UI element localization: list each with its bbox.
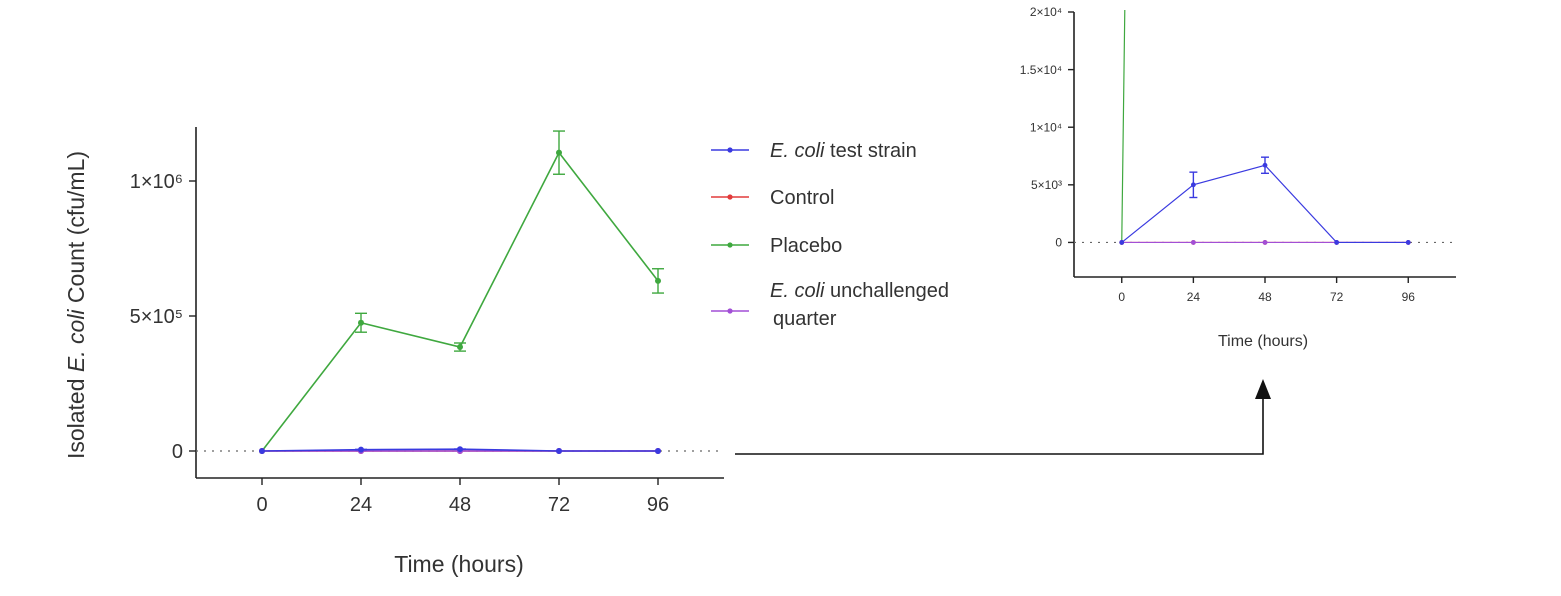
legend-item: Control bbox=[711, 187, 834, 209]
x-axis-title: Time (hours) bbox=[394, 551, 524, 577]
y-tick-label: 5×10³ bbox=[1031, 178, 1062, 192]
y-tick-label: 0 bbox=[172, 441, 183, 463]
x-tick-label: 48 bbox=[449, 494, 471, 516]
zoom-connector-arrow bbox=[735, 379, 1271, 455]
legend-label-rest: test strain bbox=[824, 140, 916, 162]
x-tick-label: 96 bbox=[647, 494, 669, 516]
legend-label-italic: E. coli bbox=[770, 140, 825, 162]
x-tick-label: 0 bbox=[256, 494, 267, 516]
y-tick-label: 0 bbox=[1055, 236, 1062, 250]
legend-marker bbox=[727, 194, 733, 200]
legend-item: Placebo bbox=[711, 235, 842, 257]
data-point bbox=[1190, 240, 1196, 245]
data-point bbox=[358, 446, 364, 453]
data-point bbox=[1334, 240, 1340, 245]
y-tick-label: 1×10⁶ bbox=[130, 171, 183, 193]
legend-label-rest: unchallenged bbox=[824, 280, 949, 302]
series-e-coli-test-strain bbox=[1119, 156, 1411, 245]
legend-marker bbox=[727, 308, 733, 314]
series-line bbox=[1121, 164, 1409, 244]
y-axis-title-part: Count (cfu/mL) bbox=[63, 151, 89, 310]
legend-item: E. coli test strain bbox=[711, 140, 917, 162]
legend-label-rest: Control bbox=[770, 187, 834, 209]
inset-chart: 0 5×10³ 1×10⁴ 1.5×10⁴ 2×10⁴ 0 24 48 72 96 Time (ho… bbox=[1020, 5, 1456, 350]
data-point bbox=[358, 319, 364, 326]
data-point bbox=[556, 149, 562, 156]
data-point bbox=[1190, 182, 1196, 188]
legend-label: Control bbox=[770, 187, 834, 209]
legend-label-line2: quarter bbox=[773, 308, 837, 330]
y-tick-label: 5×10⁵ bbox=[130, 306, 183, 328]
data-point bbox=[556, 448, 562, 454]
arrow-head-icon bbox=[1255, 379, 1271, 399]
series-line bbox=[261, 151, 659, 452]
y-tick-label: 2×10⁴ bbox=[1030, 5, 1062, 19]
legend-marker bbox=[727, 147, 733, 153]
data-point bbox=[1262, 162, 1268, 168]
y-axis-title: Isolated E. coli Count (cfu/mL) bbox=[63, 151, 89, 459]
legend-marker bbox=[727, 242, 733, 248]
series-line bbox=[1121, 10, 1126, 243]
data-point bbox=[1119, 240, 1125, 245]
y-tick-label: 1×10⁴ bbox=[1030, 120, 1062, 134]
legend-label: E. coli unchallenged bbox=[770, 280, 949, 302]
main-chart: 0 5×10⁵ 1×10⁶ 0 24 48 72 96 Time (hours) Isolated… bbox=[63, 127, 724, 577]
legend-label-italic: E. coli bbox=[770, 280, 825, 302]
data-point bbox=[655, 448, 661, 454]
data-point bbox=[259, 448, 265, 454]
legend: E. coli test strain Control Placebo E. coli… bbox=[711, 140, 949, 330]
y-axis-title-part: Isolated bbox=[63, 372, 89, 459]
legend-item: E. coli unchallenged quarter bbox=[711, 280, 949, 330]
legend-label: Placebo bbox=[770, 235, 842, 257]
legend-label-rest: Placebo bbox=[770, 235, 842, 257]
x-tick-label: 0 bbox=[1118, 290, 1125, 304]
x-tick-label: 24 bbox=[1187, 290, 1201, 304]
x-tick-label: 72 bbox=[1330, 290, 1344, 304]
x-tick-label: 24 bbox=[350, 494, 372, 516]
x-tick-label: 96 bbox=[1402, 290, 1416, 304]
data-point bbox=[457, 344, 463, 351]
data-point bbox=[655, 277, 661, 284]
series-placebo bbox=[259, 130, 664, 454]
x-axis-title: Time (hours) bbox=[1218, 333, 1308, 350]
x-tick-label: 72 bbox=[548, 494, 570, 516]
y-tick-label: 1.5×10⁴ bbox=[1020, 63, 1062, 77]
data-point bbox=[1262, 240, 1268, 245]
y-axis-title-italic: E. coli bbox=[63, 309, 89, 373]
data-point bbox=[457, 446, 463, 453]
series-e-coli-test-strain bbox=[259, 446, 661, 454]
x-tick-label: 48 bbox=[1258, 290, 1272, 304]
series-placebo bbox=[1119, 10, 1126, 245]
data-point bbox=[1405, 240, 1411, 245]
inset-series bbox=[1119, 10, 1411, 245]
legend-label: E. coli test strain bbox=[770, 140, 917, 162]
